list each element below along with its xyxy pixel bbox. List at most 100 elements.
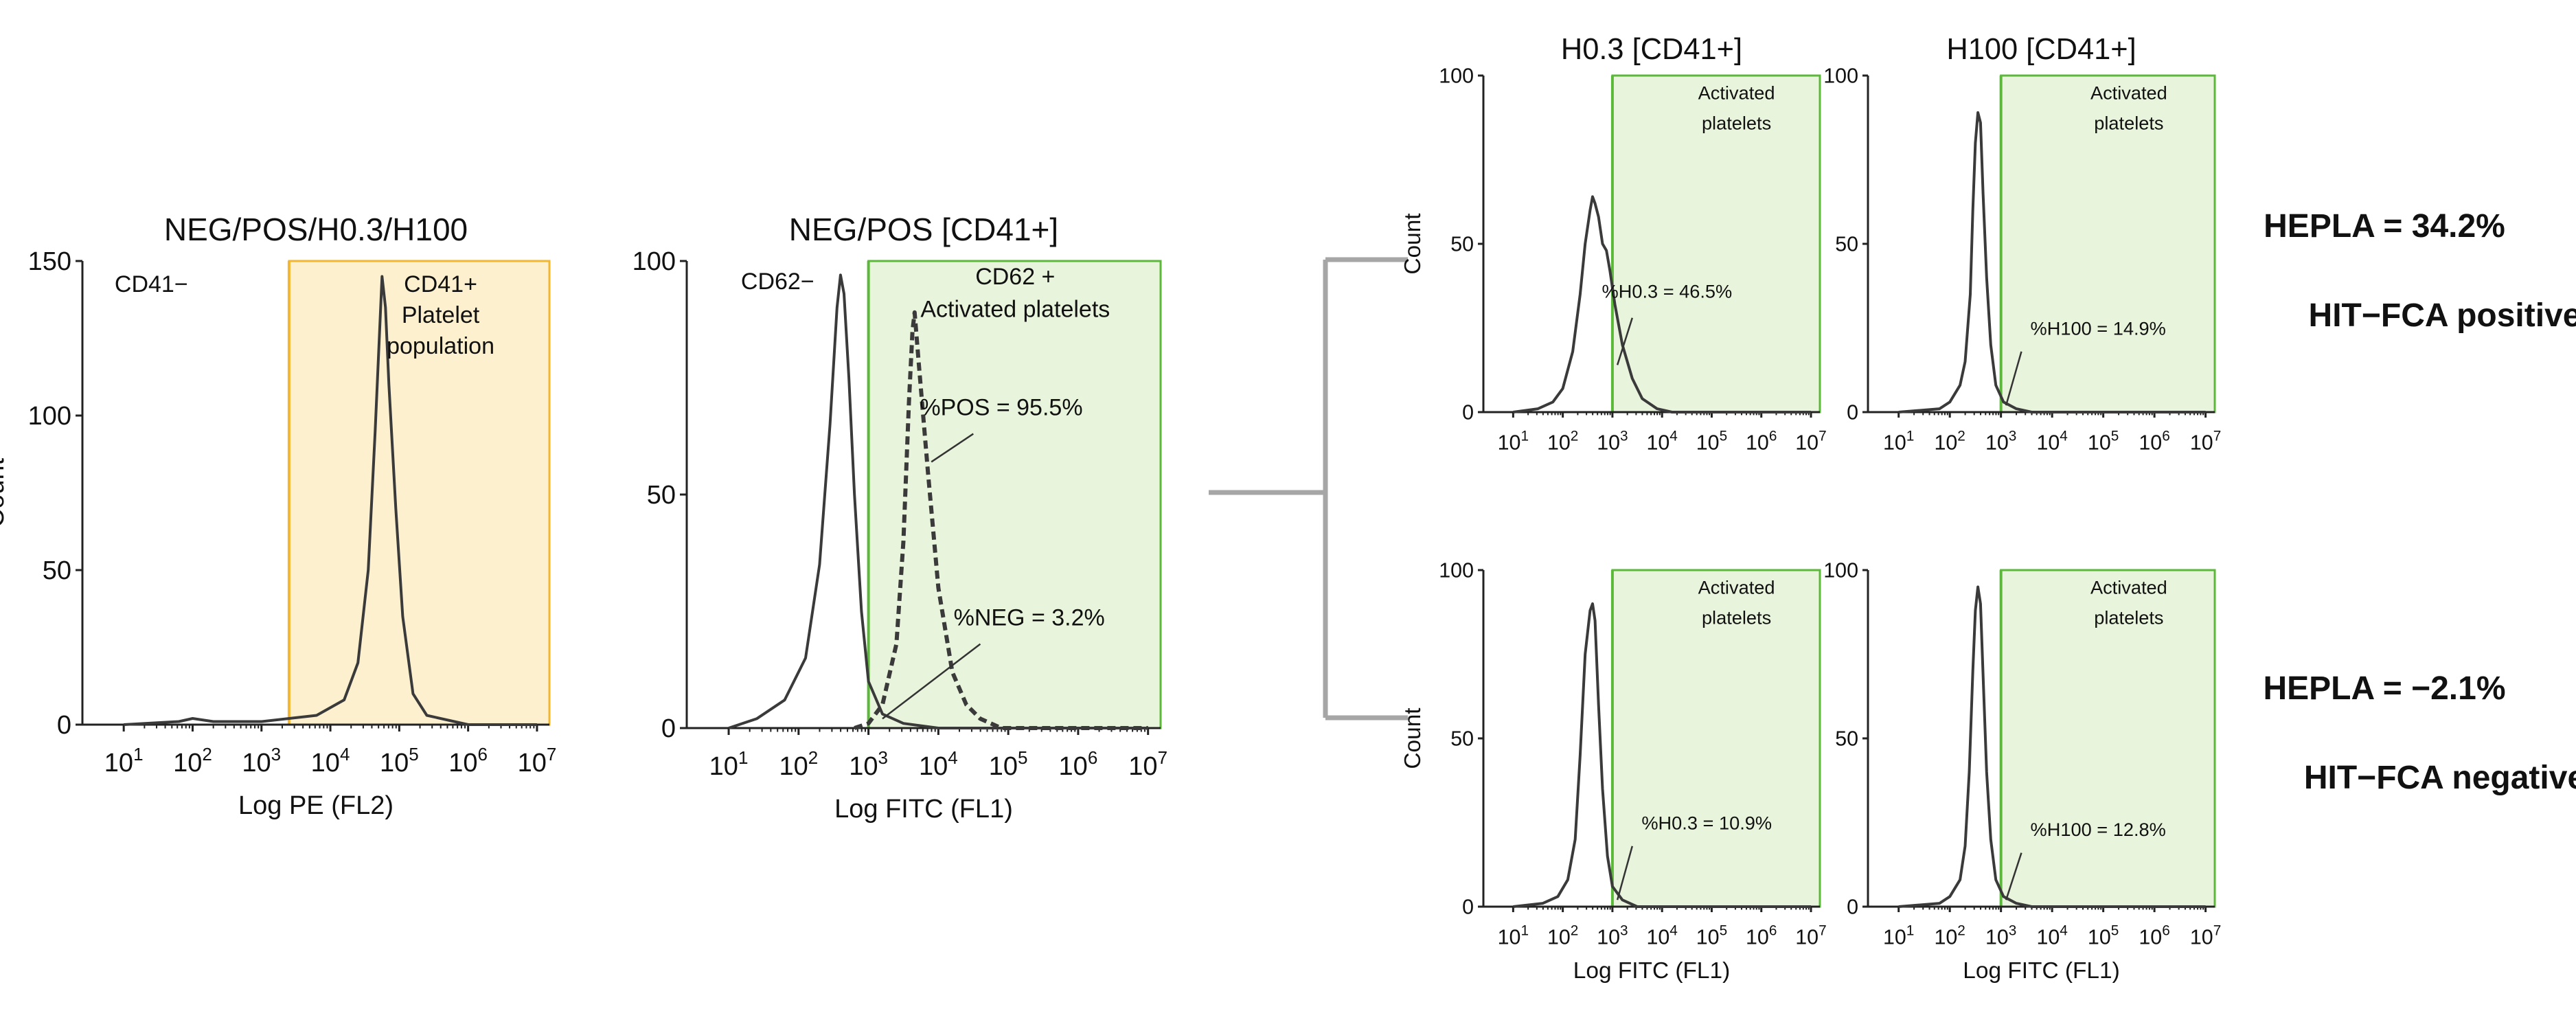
panelC4-x-tick-label: 103: [1985, 923, 2016, 949]
panelC3-y-axis-label: Count: [1400, 707, 1426, 769]
panelC4-gate-region: [2000, 569, 2216, 908]
panelC2-x-tick-label: 101: [1883, 429, 1914, 455]
panelC2-y-tick-label: 50: [1835, 232, 1858, 256]
panelB-pointer-line: [882, 643, 981, 720]
panelC2-x-tick-label: 103: [1985, 429, 2016, 455]
panelA-annotation: CD41−: [115, 271, 188, 297]
panelC1-annotation: %H0.3 = 46.5%: [1602, 280, 1733, 302]
panelC1-x-tick-label: 102: [1547, 429, 1578, 455]
hepla-negative-value: HEPLA = −2.1%: [2263, 670, 2505, 707]
panelC2-gate-region: [2000, 74, 2216, 413]
panelC1-x-tick-label: 101: [1498, 429, 1529, 455]
panelC4-x-axis-label: Log FITC (FL1): [1963, 958, 2119, 984]
panelB-y-tick-label: 100: [632, 247, 676, 276]
panelC1-gate-region: [1611, 74, 1821, 413]
panelC1-histogram: 0 50 100 101 102 103 104 105 106 107 Activated plat…: [1400, 33, 1827, 454]
panelA-x-tick-label: 106: [448, 744, 488, 778]
panelB-annotation: %POS = 95.5%: [920, 394, 1082, 420]
panelC4-pointer-line: [2005, 852, 2022, 900]
panelB-x-tick-label: 107: [1128, 747, 1167, 781]
panelC2-x-tick-label: 104: [2036, 429, 2067, 455]
panelB-histogram: 0 50 100 101 102 103 104 105 106 107 CD62− CD62 + Ac…: [632, 212, 1167, 824]
panelB-x-tick-label: 103: [849, 747, 888, 781]
panelC1-x-tick-label: 105: [1696, 429, 1727, 455]
panelC3-y-tick-label: 100: [1439, 558, 1474, 582]
panelC2-series-1-curve: [1898, 111, 2206, 413]
panelC3-x-tick-label: 103: [1597, 923, 1628, 949]
panelC2-annotation: Activated: [2090, 82, 2167, 103]
panelC2-annotation: %H100 = 14.9%: [2031, 317, 2166, 339]
panelC1-annotation: platelets: [1702, 112, 1771, 133]
panelA-series-1-curve: [124, 275, 537, 726]
panelB-x-tick-label: 105: [989, 747, 1028, 781]
panelC4-series-1-curve: [1898, 585, 2206, 908]
histogram-panels: 0 50 100 150 101 102 103 104 105 106 107 CD41− CD41+…: [0, 33, 2221, 984]
panelB-x-tick-label: 102: [779, 747, 818, 781]
panelB-series-1-curve: [728, 273, 1148, 729]
panelA-x-tick-label: 102: [173, 744, 212, 778]
hit-fca-positive-label: HIT−FCA positive: [2309, 297, 2576, 334]
panelC4-annotation: %H100 = 12.8%: [2031, 819, 2166, 840]
panelB-annotation: Activated platelets: [920, 297, 1110, 323]
panelA-x-axis-label: Log PE (FL2): [238, 791, 394, 820]
panelC2-x-tick-label: 107: [2190, 429, 2221, 455]
panelB-series-2-curve: [854, 310, 1148, 730]
panelC4-annotation: platelets: [2094, 606, 2163, 628]
panelC1-annotation: Activated: [1698, 82, 1775, 103]
panelC4-x-tick-label: 101: [1883, 923, 1914, 949]
panelC2-x-tick-label: 106: [2139, 429, 2169, 455]
panelC1-x-tick-label: 106: [1746, 429, 1777, 455]
panelC1-y-tick-label: 100: [1439, 64, 1474, 87]
panelC4-x-tick-label: 107: [2190, 923, 2221, 949]
panelB-y-tick-label: 0: [661, 714, 676, 743]
panelC1-title: H0.3 [CD41+]: [1561, 33, 1742, 66]
panelA-y-axis-label: Count: [0, 457, 10, 528]
panelA-y-tick-label: 150: [28, 247, 71, 276]
hit-fca-negative-label: HIT−FCA negative: [2304, 760, 2576, 796]
panelC3-annotation: %H0.3 = 10.9%: [1641, 812, 1772, 833]
panelB-annotation: %NEG = 3.2%: [954, 604, 1105, 631]
result-negative: HEPLA = −2.1% HIT−FCA negative: [2263, 670, 2576, 796]
panelA-x-tick-label: 101: [104, 744, 144, 778]
panelA-x-tick-label: 104: [311, 744, 350, 778]
panelB-annotation: CD62 +: [975, 264, 1055, 290]
panelA-y-tick-label: 0: [57, 711, 71, 740]
panelB-gate-region: [867, 260, 1162, 729]
panelA-x-tick-label: 103: [242, 744, 281, 778]
panelC3-x-axis-label: Log FITC (FL1): [1573, 958, 1730, 984]
hepla-positive-value: HEPLA = 34.2%: [2264, 208, 2505, 245]
panelC4-y-tick-label: 50: [1835, 727, 1858, 750]
panelC3-x-tick-label: 106: [1746, 923, 1777, 949]
panelC1-y-axis-label: Count: [1400, 213, 1426, 275]
panelC1-y-tick-label: 50: [1450, 232, 1474, 256]
panelA-annotation: population: [387, 333, 494, 359]
panelC4-x-tick-label: 106: [2139, 923, 2169, 949]
panelB-pointer-line: [931, 433, 974, 463]
panelA-x-tick-label: 107: [518, 744, 557, 778]
panelA-y-tick-label: 100: [28, 402, 71, 431]
panelC2-title: H100 [CD41+]: [1946, 33, 2136, 66]
panelC4-histogram: 0 50 100 101 102 103 104 105 106 107 Activated plat…: [1823, 558, 2221, 984]
panelC2-y-tick-label: 100: [1823, 64, 1858, 87]
connector-bracket: [1209, 257, 1408, 721]
panelC2-histogram: 0 50 100 101 102 103 104 105 106 107 Activated plat…: [1823, 33, 2221, 454]
panelC1-series-1-curve: [1513, 195, 1811, 413]
panelC2-annotation: platelets: [2094, 112, 2163, 133]
panelC3-annotation: Activated: [1698, 576, 1775, 598]
panelA-annotation: Platelet: [402, 302, 480, 328]
panelA-histogram: 0 50 100 150 101 102 103 104 105 106 107 CD41− CD41+…: [0, 212, 556, 820]
panelC4-x-tick-label: 104: [2036, 923, 2067, 949]
panelB-y-tick-label: 50: [647, 481, 676, 510]
panelC1-y-tick-label: 0: [1462, 400, 1474, 424]
panelC3-x-tick-label: 102: [1547, 923, 1578, 949]
panelC3-y-tick-label: 50: [1450, 727, 1474, 750]
result-positive: HEPLA = 34.2% HIT−FCA positive: [2264, 208, 2576, 334]
panelC4-x-tick-label: 102: [1934, 923, 1965, 949]
panelA-gate-region: [288, 260, 551, 726]
panelC2-x-tick-label: 105: [2088, 429, 2119, 455]
panelC2-pointer-line: [2005, 351, 2022, 406]
panelC3-x-tick-label: 101: [1498, 923, 1529, 949]
panelC3-pointer-line: [1616, 846, 1634, 900]
panelA-annotation: CD41+: [404, 271, 477, 297]
panelC3-histogram: 0 50 100 101 102 103 104 105 106 107 Activated plat…: [1400, 558, 1827, 984]
